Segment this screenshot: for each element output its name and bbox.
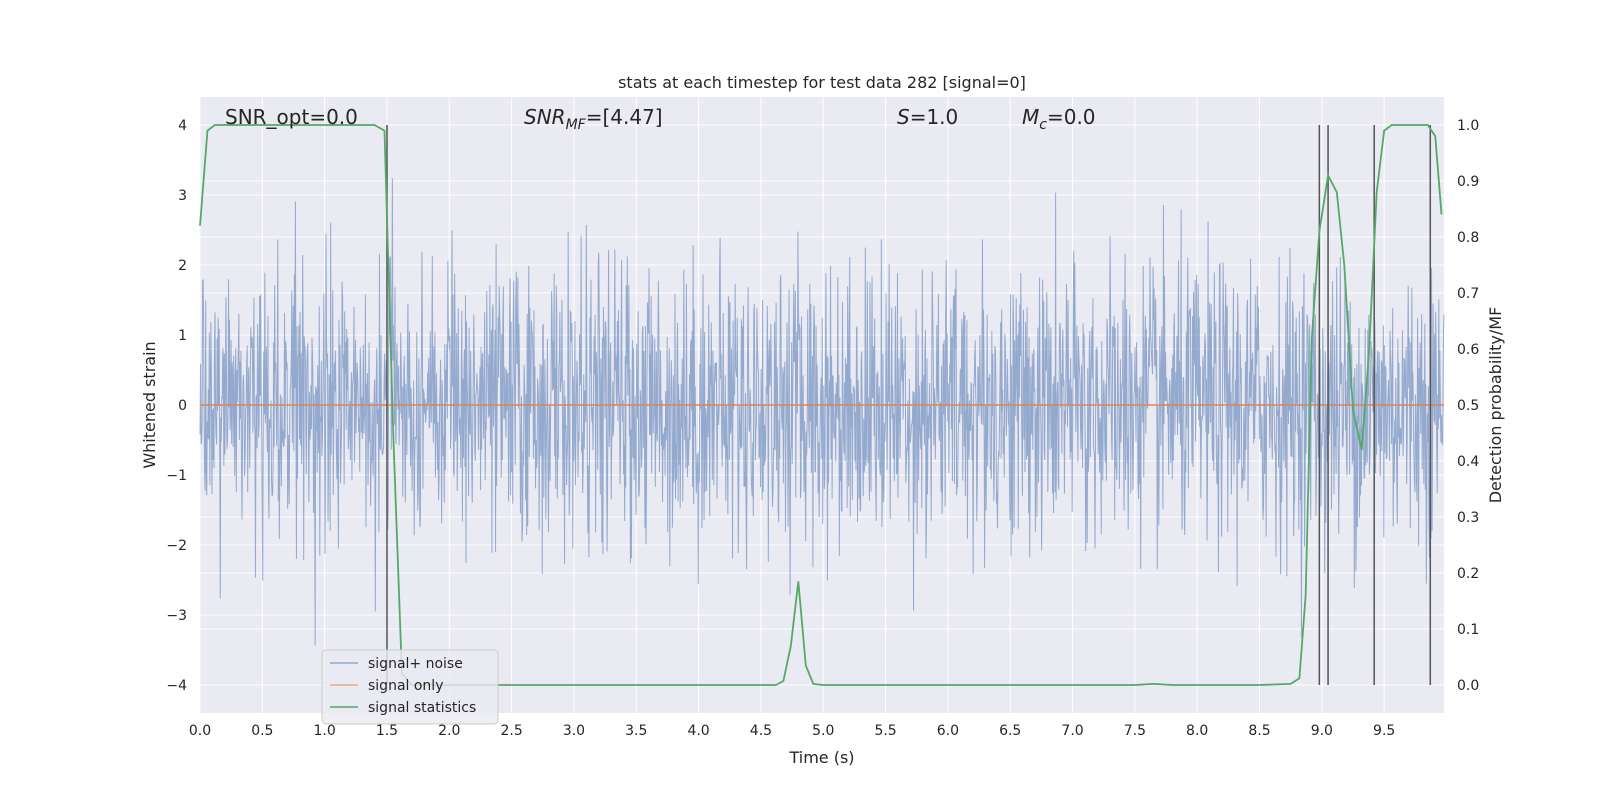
x-tick-label: 2.5 xyxy=(500,723,522,739)
y-right-tick-label: 0.2 xyxy=(1457,566,1479,582)
x-tick-label: 4.5 xyxy=(750,723,772,739)
annotation-s: S=1.0 xyxy=(897,105,958,129)
legend-label-noise: signal+ noise xyxy=(368,656,463,672)
legend: signal+ noise signal only signal statist… xyxy=(321,649,499,725)
mc-var: M xyxy=(1022,105,1039,129)
legend-box xyxy=(321,649,499,725)
x-tick-label: 9.5 xyxy=(1373,723,1395,739)
noise-line xyxy=(199,178,1445,646)
snr-mf-sub: MF xyxy=(566,117,587,133)
y-right-tick-labels: 1.0 0.9 0.8 0.7 0.6 0.5 0.4 0.3 0.2 0.1 0.0 xyxy=(1457,118,1479,694)
y-right-tick-label: 0.1 xyxy=(1457,622,1479,638)
y-right-tick-label: 0.5 xyxy=(1457,398,1479,414)
annotation-mc: Mc=0.0 xyxy=(1022,105,1096,133)
y-right-tick-label: 0.9 xyxy=(1457,174,1479,190)
x-tick-label: 6.5 xyxy=(999,723,1021,739)
mc-sub: c xyxy=(1039,117,1047,133)
legend-label-statistics: signal statistics xyxy=(368,700,476,716)
x-tick-label: 1.5 xyxy=(376,723,398,739)
y-axis-label: Whitened strain xyxy=(140,341,159,468)
y-tick-label: −2 xyxy=(166,538,187,554)
snr-mf-main: SNR xyxy=(524,105,566,129)
x-tick-label: 0.5 xyxy=(251,723,273,739)
y-tick-label: 4 xyxy=(178,118,187,134)
y-tick-label: 2 xyxy=(178,258,187,274)
signal-statistics-series xyxy=(199,124,1443,686)
x-tick-label: 3.5 xyxy=(625,723,647,739)
x-tick-labels: 0.0 0.5 1.0 1.5 2.0 2.5 3.0 3.5 4.0 4.5 5.0 5.5 6.0 6… xyxy=(189,723,1395,739)
annotation-snr-mf: SNRMF=[4.47] xyxy=(524,105,663,133)
noise-series xyxy=(199,178,1445,646)
y-tick-label: −4 xyxy=(166,678,187,694)
y-right-tick-label: 0.0 xyxy=(1457,678,1479,694)
x-tick-label: 5.0 xyxy=(812,723,834,739)
s-var: S xyxy=(897,105,910,129)
x-tick-label: 3.0 xyxy=(563,723,585,739)
x-tick-label: 4.0 xyxy=(687,723,709,739)
snr-mf-value: =[4.47] xyxy=(586,105,663,129)
y-tick-label: 0 xyxy=(178,398,187,414)
y-right-tick-label: 0.8 xyxy=(1457,230,1479,246)
s-value: =1.0 xyxy=(910,105,959,129)
mc-value: =0.0 xyxy=(1047,105,1096,129)
x-tick-label: 1.0 xyxy=(314,723,336,739)
y-tick-labels: 4 3 2 1 0 −1 −2 −3 −4 xyxy=(166,118,187,694)
x-tick-label: 9.0 xyxy=(1311,723,1333,739)
x-tick-label: 5.5 xyxy=(874,723,896,739)
x-tick-label: 2.0 xyxy=(438,723,460,739)
x-tick-label: 0.0 xyxy=(189,723,211,739)
y-right-tick-label: 1.0 xyxy=(1457,118,1479,134)
x-tick-label: 8.5 xyxy=(1248,723,1270,739)
x-tick-label: 7.5 xyxy=(1124,723,1146,739)
y-right-tick-label: 0.3 xyxy=(1457,510,1479,526)
x-tick-label: 8.0 xyxy=(1186,723,1208,739)
y-right-axis-label: Detection probability/MF xyxy=(1486,307,1505,504)
legend-label-signal-only: signal only xyxy=(368,678,443,694)
y-tick-label: 1 xyxy=(178,328,187,344)
chart-title: stats at each timestep for test data 282… xyxy=(618,73,1026,92)
x-axis-label: Time (s) xyxy=(788,748,854,767)
y-tick-label: −1 xyxy=(166,468,187,484)
annotation-snr-opt: SNR_opt=0.0 xyxy=(225,105,358,129)
y-right-tick-label: 0.6 xyxy=(1457,342,1479,358)
x-tick-label: 7.0 xyxy=(1061,723,1083,739)
y-tick-label: 3 xyxy=(178,188,187,204)
y-right-tick-label: 0.4 xyxy=(1457,454,1479,470)
x-tick-label: 6.0 xyxy=(937,723,959,739)
signal-statistics-line xyxy=(199,124,1443,686)
y-tick-label: −3 xyxy=(166,608,187,624)
y-right-tick-label: 0.7 xyxy=(1457,286,1479,302)
